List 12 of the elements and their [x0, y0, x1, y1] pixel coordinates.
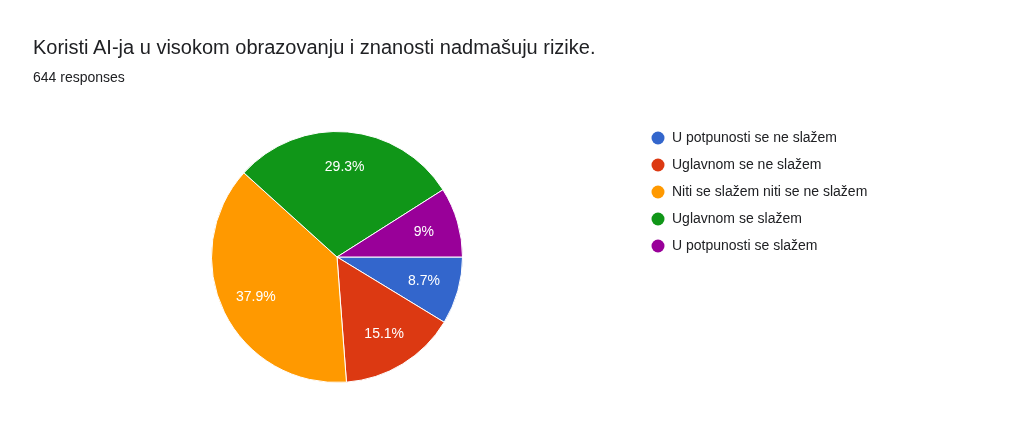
data-label: 8.7%	[408, 272, 440, 289]
text: 644 responses	[33, 69, 125, 85]
legend-label: Niti se slažem niti se ne slažem	[672, 182, 868, 199]
data-label: 29.3%	[324, 157, 365, 174]
legend-label: U potpunosti se slažem	[672, 236, 818, 253]
legend-label: Uglavnom se ne slažem	[672, 155, 822, 172]
chart-title: Koristi AI-ja u visokom obrazovanju i znanosti nadmašuju rizike.	[33, 36, 596, 59]
data-label: 37.9%	[236, 287, 276, 304]
legend-label: U potpunosti se ne slažem	[672, 128, 837, 145]
data-label: 9%	[413, 222, 434, 239]
data-label: 15.1%	[364, 324, 405, 341]
legend-label: Uglavnom se slažem	[672, 209, 802, 226]
